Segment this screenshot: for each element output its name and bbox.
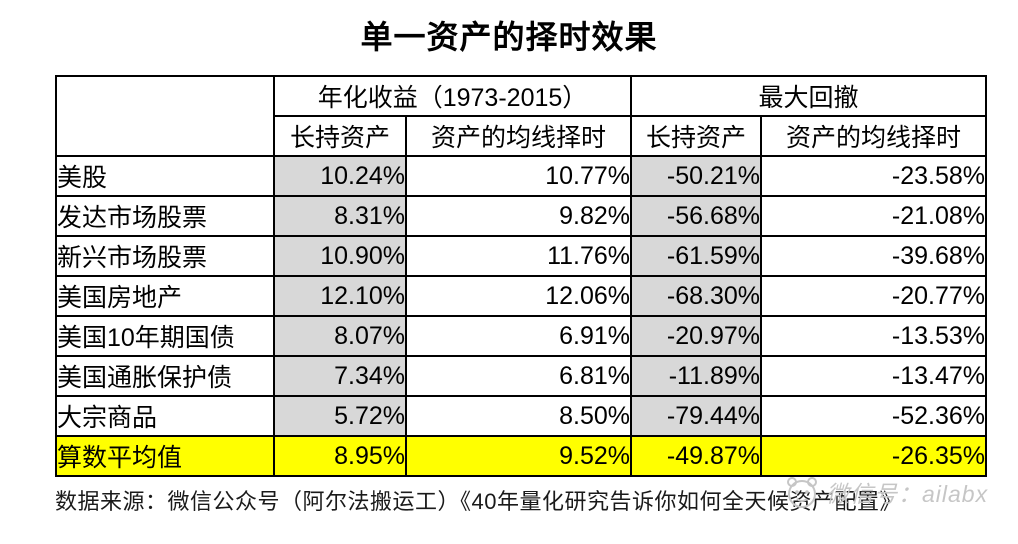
- table-row: 美国通胀保护债 7.34% 6.81% -11.89% -13.47%: [55, 355, 988, 397]
- drawdown-hold-cell: -61.59%: [630, 235, 762, 277]
- table-row: 发达市场股票 8.31% 9.82% -56.68% -21.08%: [55, 195, 988, 237]
- drawdown-hold-cell: -56.68%: [630, 195, 762, 237]
- cat-face-icon: [787, 477, 817, 508]
- sub-header-hold-drawdown: 长持资产: [630, 115, 762, 157]
- drawdown-hold-cell: -49.87%: [630, 435, 762, 477]
- drawdown-ma-cell: -13.47%: [759, 355, 988, 397]
- annual-ma-cell: 10.77%: [405, 155, 632, 197]
- annual-hold-cell: 10.90%: [273, 235, 407, 277]
- annual-ma-cell: 6.81%: [405, 355, 632, 397]
- drawdown-ma-cell: -23.58%: [759, 155, 988, 197]
- drawdown-ma-cell: -39.68%: [759, 235, 988, 277]
- annual-ma-cell: 9.52%: [405, 435, 632, 477]
- table-row: 新兴市场股票 10.90% 11.76% -61.59% -39.68%: [55, 235, 988, 277]
- drawdown-ma-cell: -26.35%: [759, 435, 988, 477]
- annual-ma-cell: 11.76%: [405, 235, 632, 277]
- group-header-annual-return: 年化收益（1973-2015）: [273, 75, 632, 117]
- table-row: 美国10年期国债 8.07% 6.91% -20.97% -13.53%: [55, 315, 988, 357]
- asset-label: 美国房地产: [55, 275, 275, 317]
- asset-label: 美股: [55, 155, 275, 197]
- annual-hold-cell: 5.72%: [273, 395, 407, 437]
- drawdown-hold-cell: -79.44%: [630, 395, 762, 437]
- annual-hold-cell: 12.10%: [273, 275, 407, 317]
- drawdown-hold-cell: -68.30%: [630, 275, 762, 317]
- drawdown-hold-cell: -50.21%: [630, 155, 762, 197]
- corner-cell: [55, 75, 275, 157]
- sub-header-ma-annual: 资产的均线择时: [405, 115, 632, 157]
- annual-ma-cell: 6.91%: [405, 315, 632, 357]
- annual-hold-cell: 8.07%: [273, 315, 407, 357]
- annual-hold-cell: 10.24%: [273, 155, 407, 197]
- group-header-max-drawdown: 最大回撤: [629, 75, 988, 117]
- table-row-average: 算数平均值 8.95% 9.52% -49.87% -26.35%: [55, 435, 988, 477]
- drawdown-ma-cell: -13.53%: [759, 315, 988, 357]
- asset-label: 大宗商品: [55, 395, 275, 437]
- group-header-row: 年化收益（1973-2015） 最大回撤: [55, 75, 988, 157]
- asset-label: 发达市场股票: [55, 195, 275, 237]
- drawdown-ma-cell: -20.77%: [759, 275, 988, 317]
- table-row: 大宗商品 5.72% 8.50% -79.44% -52.36%: [55, 395, 988, 437]
- asset-label: 美国10年期国债: [55, 315, 275, 357]
- asset-label: 新兴市场股票: [55, 235, 275, 277]
- watermark-text: 微信号：ailabx: [826, 481, 989, 507]
- data-source-note: 数据来源：微信公众号（阿尔法搬运工）《40年量化研究告诉你如何全天候资产配置》: [55, 489, 902, 514]
- sub-header-row: 长持资产 资产的均线择时 长持资产 资产的均线择时: [56, 115, 988, 157]
- annual-hold-cell: 8.31%: [273, 195, 407, 237]
- annual-ma-cell: 12.06%: [405, 275, 632, 317]
- sub-header-ma-drawdown: 资产的均线择时: [759, 115, 988, 157]
- asset-timing-table: 年化收益（1973-2015） 最大回撤 长持资产 资产的均线择时 长持资产 资…: [55, 75, 988, 477]
- table-row: 美国房地产 12.10% 12.06% -68.30% -20.77%: [55, 275, 988, 317]
- asset-label: 美国通胀保护债: [55, 355, 275, 397]
- annual-ma-cell: 8.50%: [405, 395, 632, 437]
- drawdown-hold-cell: -20.97%: [630, 315, 762, 357]
- watermark: 微信号：ailabx: [782, 472, 988, 512]
- drawdown-ma-cell: -52.36%: [759, 395, 988, 437]
- sub-header-hold-annual: 长持资产: [273, 115, 407, 157]
- asset-label: 算数平均值: [55, 435, 275, 477]
- annual-hold-cell: 7.34%: [273, 355, 407, 397]
- table-row: 美股 10.24% 10.77% -50.21% -23.58%: [55, 155, 988, 197]
- drawdown-hold-cell: -11.89%: [630, 355, 762, 397]
- annual-hold-cell: 8.95%: [273, 435, 407, 477]
- annual-ma-cell: 9.82%: [405, 195, 632, 237]
- drawdown-ma-cell: -21.08%: [759, 195, 988, 237]
- page-title: 单一资产的择时效果: [360, 19, 658, 55]
